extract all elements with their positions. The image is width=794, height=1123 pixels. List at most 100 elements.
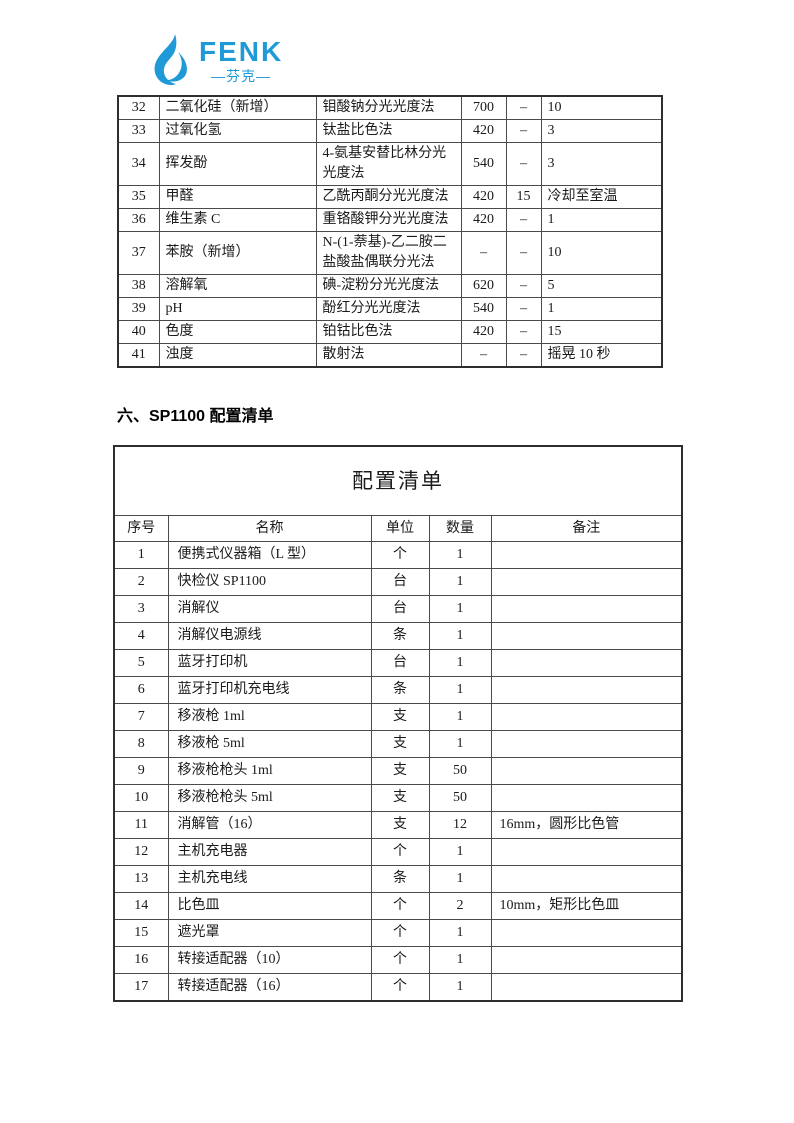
table-cell: 540 bbox=[460, 142, 507, 186]
table-cell: 10 bbox=[113, 784, 169, 812]
table-cell: 维生素 C bbox=[158, 208, 317, 232]
table-cell: 3 bbox=[540, 142, 663, 186]
table-cell: – bbox=[505, 231, 542, 275]
table-cell: 6 bbox=[113, 676, 169, 704]
table-cell: 移液枪枪头 5ml bbox=[167, 784, 372, 812]
table-cell: 浊度 bbox=[158, 343, 317, 368]
table-cell bbox=[490, 622, 683, 650]
table-cell: pH bbox=[158, 297, 317, 321]
table-row: 41 浊度 散射法 – – 摇晃 10 秒 bbox=[117, 343, 663, 368]
table-cell: 挥发酚 bbox=[158, 142, 317, 186]
table-cell: 2 bbox=[113, 568, 169, 596]
table-cell: 色度 bbox=[158, 320, 317, 344]
table-cell: 1 bbox=[540, 297, 663, 321]
table-header-row: 序号 名称 单位 数量 备注 bbox=[113, 515, 683, 542]
table-cell: 散射法 bbox=[315, 343, 462, 368]
table-cell: 条 bbox=[370, 676, 430, 704]
table-cell: 37 bbox=[117, 231, 160, 275]
table-cell: 420 bbox=[460, 208, 507, 232]
table-cell: 8 bbox=[113, 730, 169, 758]
table-cell: 移液枪 5ml bbox=[167, 730, 372, 758]
table-cell: – bbox=[505, 274, 542, 298]
table-cell: – bbox=[505, 297, 542, 321]
column-header-index: 序号 bbox=[113, 515, 169, 542]
table-row: 34 挥发酚 4-氨基安替比林分光光度法 540–3 bbox=[117, 142, 663, 186]
table-cell: – bbox=[460, 231, 507, 275]
table-cell bbox=[490, 838, 683, 866]
config-table-body: 1 便携式仪器箱（L 型）个 1 2 快检仪 SP1100 台 1 3 消解仪台 1 4 消解仪电源线… bbox=[113, 541, 683, 1001]
table-cell: 420 bbox=[460, 185, 507, 209]
table-row: 40 色度 铂钴比色法 420–15 bbox=[117, 320, 663, 344]
table-cell: 39 bbox=[117, 297, 160, 321]
table-cell: 支 bbox=[370, 757, 430, 785]
table-row: 9 移液枪枪头 1ml 支 50 bbox=[113, 757, 683, 785]
table-cell: 移液枪 1ml bbox=[167, 703, 372, 731]
table-cell: 个 bbox=[370, 892, 430, 920]
table-cell: 1 bbox=[428, 622, 492, 650]
table-row: 35 甲醛 乙酰丙酮分光光度法 420 15 冷却至室温 bbox=[117, 185, 663, 209]
table-cell: 遮光罩 bbox=[167, 919, 372, 947]
table-cell bbox=[490, 730, 683, 758]
table-cell: 5 bbox=[540, 274, 663, 298]
table-cell: 比色皿 bbox=[167, 892, 372, 920]
table-row: 14 比色皿个 2 10mm，矩形比色皿 bbox=[113, 892, 683, 920]
table-cell: 个 bbox=[370, 973, 430, 1001]
table-cell: 9 bbox=[113, 757, 169, 785]
table-row: 11 消解管（16）支 12 16mm，圆形比色管 bbox=[113, 811, 683, 839]
table-cell: 420 bbox=[460, 320, 507, 344]
table-cell: 1 bbox=[428, 919, 492, 947]
table-cell: 支 bbox=[370, 703, 430, 731]
table-cell: 40 bbox=[117, 320, 160, 344]
table-cell: 转接适配器（10） bbox=[167, 946, 372, 974]
table-row: 10 移液枪枪头 5ml 支 50 bbox=[113, 784, 683, 812]
table-cell: 700 bbox=[460, 95, 507, 120]
parameters-table: 32 二氧化硅（新增） 钼酸钠分光光度法 700–10 33 过氧化氢 钛盐比色法 420–3… bbox=[117, 95, 663, 368]
table-cell: 11 bbox=[113, 811, 169, 839]
table-cell: 33 bbox=[117, 119, 160, 143]
table-cell: 41 bbox=[117, 343, 160, 368]
table-cell: 36 bbox=[117, 208, 160, 232]
table-cell bbox=[490, 784, 683, 812]
table-cell: 支 bbox=[370, 784, 430, 812]
config-list-table: 配置清单 序号 名称 单位 数量 备注 1 便携式仪器箱（L 型）个 1 2 快检仪 S… bbox=[113, 445, 684, 1002]
table-cell: 13 bbox=[113, 865, 169, 893]
table-cell: 过氧化氢 bbox=[158, 119, 317, 143]
table-cell: 3 bbox=[113, 595, 169, 623]
column-header-quantity: 数量 bbox=[428, 515, 492, 542]
table-row: 1 便携式仪器箱（L 型）个 1 bbox=[113, 541, 683, 569]
table-cell bbox=[490, 649, 683, 677]
table-cell: 消解仪 bbox=[167, 595, 372, 623]
table-cell bbox=[490, 703, 683, 731]
table-cell: 1 bbox=[428, 676, 492, 704]
table-cell: 转接适配器（16） bbox=[167, 973, 372, 1001]
table-cell: 35 bbox=[117, 185, 160, 209]
table-cell: 15 bbox=[505, 185, 542, 209]
table-cell: 便携式仪器箱（L 型） bbox=[167, 541, 372, 569]
table-cell: 1 bbox=[428, 703, 492, 731]
table-cell: 1 bbox=[428, 730, 492, 758]
table-cell: 1 bbox=[428, 541, 492, 569]
table-cell: 移液枪枪头 1ml bbox=[167, 757, 372, 785]
table-cell: 1 bbox=[113, 541, 169, 569]
table-cell: 钛盐比色法 bbox=[315, 119, 462, 143]
table-cell: 蓝牙打印机充电线 bbox=[167, 676, 372, 704]
table-row: 15 遮光罩个 1 bbox=[113, 919, 683, 947]
table-cell: 10mm，矩形比色皿 bbox=[490, 892, 683, 920]
table-cell: 摇晃 10 秒 bbox=[540, 343, 663, 368]
table-cell: 16 bbox=[113, 946, 169, 974]
table-cell: 台 bbox=[370, 595, 430, 623]
table-cell: 5 bbox=[113, 649, 169, 677]
table-cell: 34 bbox=[117, 142, 160, 186]
table-row: 4 消解仪电源线条 1 bbox=[113, 622, 683, 650]
table-cell: 消解管（16） bbox=[167, 811, 372, 839]
table-cell: 7 bbox=[113, 703, 169, 731]
table-cell: 14 bbox=[113, 892, 169, 920]
table-cell: 溶解氧 bbox=[158, 274, 317, 298]
table-cell bbox=[490, 595, 683, 623]
table-cell: 条 bbox=[370, 865, 430, 893]
table-cell: 1 bbox=[428, 973, 492, 1001]
table-cell bbox=[490, 757, 683, 785]
table-cell bbox=[490, 676, 683, 704]
table-title-row: 配置清单 bbox=[113, 445, 683, 516]
table-cell: 个 bbox=[370, 838, 430, 866]
